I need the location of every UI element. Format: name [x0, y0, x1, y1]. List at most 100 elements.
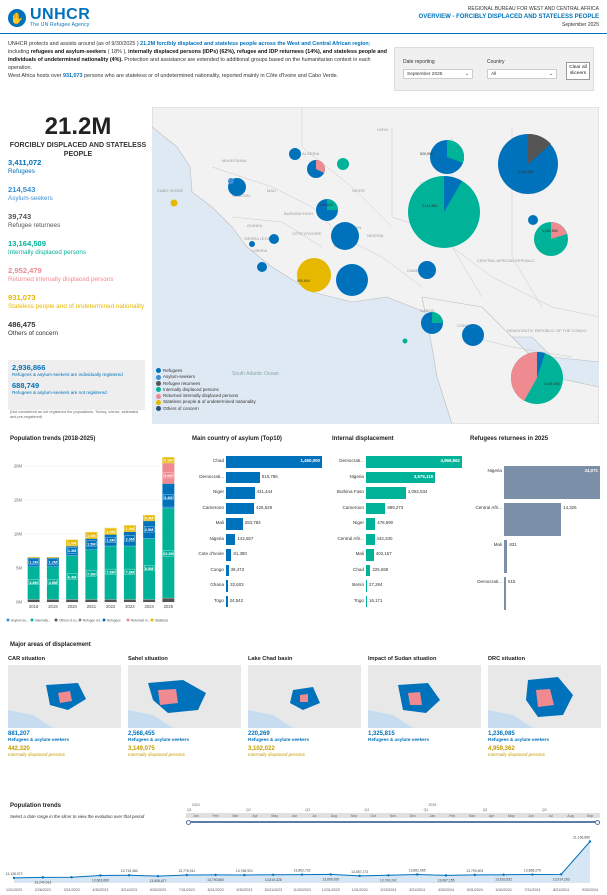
bar[interactable] — [504, 540, 508, 573]
data-label-bg — [124, 525, 135, 532]
bar[interactable] — [226, 487, 255, 499]
point-label: 13,663,689 — [92, 878, 109, 882]
svg-text:1,060,568: 1,060,568 — [542, 229, 558, 233]
stat-label: Refugee returnees — [8, 222, 61, 229]
line-point — [416, 873, 419, 876]
bar-category-label: Nigeria — [209, 535, 224, 541]
data-label: 0.9M — [164, 459, 172, 463]
slider-month-label[interactable]: Apr — [488, 813, 495, 818]
country-bubble[interactable] — [418, 261, 436, 279]
crisis-map[interactable] — [488, 665, 601, 728]
country-bubble[interactable] — [331, 222, 359, 250]
map-country-label: SENEGAL — [232, 193, 252, 198]
line-point — [128, 874, 131, 877]
bar[interactable] — [366, 487, 406, 499]
bar[interactable] — [226, 549, 232, 561]
crisis-map[interactable] — [128, 665, 241, 728]
slider-month-label[interactable]: Mar — [468, 813, 475, 818]
legend-swatch — [156, 399, 161, 405]
point-label: 13,882,965 — [409, 868, 426, 872]
bar[interactable] — [504, 466, 600, 499]
bar[interactable] — [226, 533, 236, 545]
slider-month-label[interactable]: Feb — [212, 813, 219, 818]
slider-month-label[interactable]: Jan — [429, 813, 436, 818]
bar[interactable] — [226, 518, 243, 530]
x-tick-label: 2025 — [164, 604, 174, 609]
map-country-label: CONGO — [457, 323, 472, 328]
bar-segment — [104, 599, 117, 602]
bar[interactable] — [226, 456, 322, 468]
bar[interactable] — [226, 564, 229, 576]
slider-month-label[interactable]: May — [507, 813, 515, 818]
bar[interactable] — [366, 471, 436, 483]
slider-month-label[interactable]: Aug — [567, 813, 574, 818]
refugee-returnees-chart[interactable]: Nigeria 24,071 Central Afri... 14,326 Mali 83… — [466, 452, 604, 622]
country-bubble[interactable] — [462, 324, 484, 346]
data-label: 6.4M — [68, 575, 76, 579]
crisis-map[interactable] — [248, 665, 361, 728]
bar-value-label: 14,326 — [563, 505, 577, 510]
country-bubble[interactable] — [257, 262, 267, 272]
svg-text:900,944: 900,944 — [297, 279, 310, 283]
population-line-chart[interactable]: 13,128,972 1/31/2023 13,240,913 2/28/2023 3/… — [0, 828, 607, 895]
slider-month-label[interactable]: Oct — [370, 813, 376, 818]
bar[interactable] — [366, 502, 386, 514]
country-bubble[interactable] — [336, 264, 368, 296]
slider-month-label[interactable]: Dec — [409, 813, 416, 818]
slider-month-label[interactable]: Mar — [232, 813, 239, 818]
slider-month-label[interactable]: Jan — [193, 813, 199, 818]
bar[interactable] — [226, 502, 255, 514]
internal-displacement-chart[interactable]: Democrati... 4,966,862 Nigeria 3,575,118 Bur… — [328, 452, 466, 622]
slider-month-label[interactable]: May — [271, 813, 278, 818]
slider-month-label[interactable]: Nov — [389, 813, 397, 818]
date-filter-select[interactable]: September 2025 ⌄ — [403, 69, 473, 79]
crisis-map[interactable] — [368, 665, 481, 728]
total-value: 21.2M — [44, 113, 112, 140]
population-trends-chart[interactable]: 20M 15M 10M 5M 0M 4.8M 1.2M 2018 4.8M 1.2M 2019 6.4… — [6, 450, 182, 628]
country-bubble[interactable] — [269, 234, 279, 244]
bar[interactable] — [226, 471, 260, 483]
slider-month-label[interactable]: Sep — [587, 813, 594, 818]
bar[interactable] — [366, 564, 371, 576]
slider-range[interactable] — [186, 821, 600, 823]
region-map[interactable]: ALGERIA LIBYA MALI NIGER CHAD SUDAN MAUR… — [152, 107, 599, 424]
bar[interactable] — [366, 518, 376, 530]
crisis-map[interactable] — [8, 665, 121, 728]
not-registered-value: 688,749 — [12, 381, 40, 390]
slider-month-label[interactable]: Apr — [252, 813, 258, 818]
bar[interactable] — [504, 503, 562, 536]
country-bubble[interactable] — [337, 158, 349, 170]
crisis-title: DRC situation — [488, 656, 525, 662]
clear-slicers-button[interactable]: Clear all sliceers — [566, 62, 590, 80]
slider-month-label[interactable]: Jun — [528, 813, 534, 818]
slider-month-label[interactable]: Jul — [311, 813, 317, 818]
country-bubble[interactable] — [289, 148, 301, 160]
slider-quarter-label: Q4 — [364, 808, 370, 812]
country-bubble[interactable] — [170, 199, 178, 207]
bar[interactable] — [366, 580, 367, 592]
slider-month-label[interactable]: Aug — [330, 813, 337, 818]
bar[interactable] — [226, 595, 228, 607]
bar[interactable] — [366, 456, 462, 468]
slider-track[interactable] — [186, 813, 600, 818]
country-bubble[interactable] — [297, 258, 331, 292]
slider-start-handle[interactable] — [186, 819, 191, 825]
slider-month-label[interactable]: Feb — [449, 813, 456, 818]
slider-month-label[interactable]: Jul — [548, 813, 553, 818]
bar[interactable] — [504, 577, 507, 610]
bar[interactable] — [226, 580, 229, 592]
date-range-slider[interactable]: 2024 2025 Q1 Q2 Q3 Q4 Q1 Q2 Q3 Jan Feb Mar Apr May Jun… — [186, 803, 600, 825]
bar[interactable] — [366, 549, 374, 561]
point-label: 13,768,921 — [236, 869, 253, 873]
bar[interactable] — [366, 533, 375, 545]
legend-label: Refugee ret... — [83, 619, 102, 623]
data-label-bg — [105, 536, 116, 543]
slider-end-handle[interactable] — [595, 819, 600, 825]
crisis-title: CAR situation — [8, 656, 45, 662]
bar[interactable] — [366, 595, 367, 607]
slider-month-label[interactable]: Sep — [350, 813, 357, 818]
country-filter-select[interactable]: All ⌄ — [487, 69, 557, 79]
bar-value-label: 4,966,862 — [440, 458, 460, 463]
asylum-country-chart[interactable]: Chad 1,450,000 Democrati... 510,786 Niger 431… — [188, 452, 326, 622]
slider-month-label[interactable]: Jun — [291, 813, 298, 818]
